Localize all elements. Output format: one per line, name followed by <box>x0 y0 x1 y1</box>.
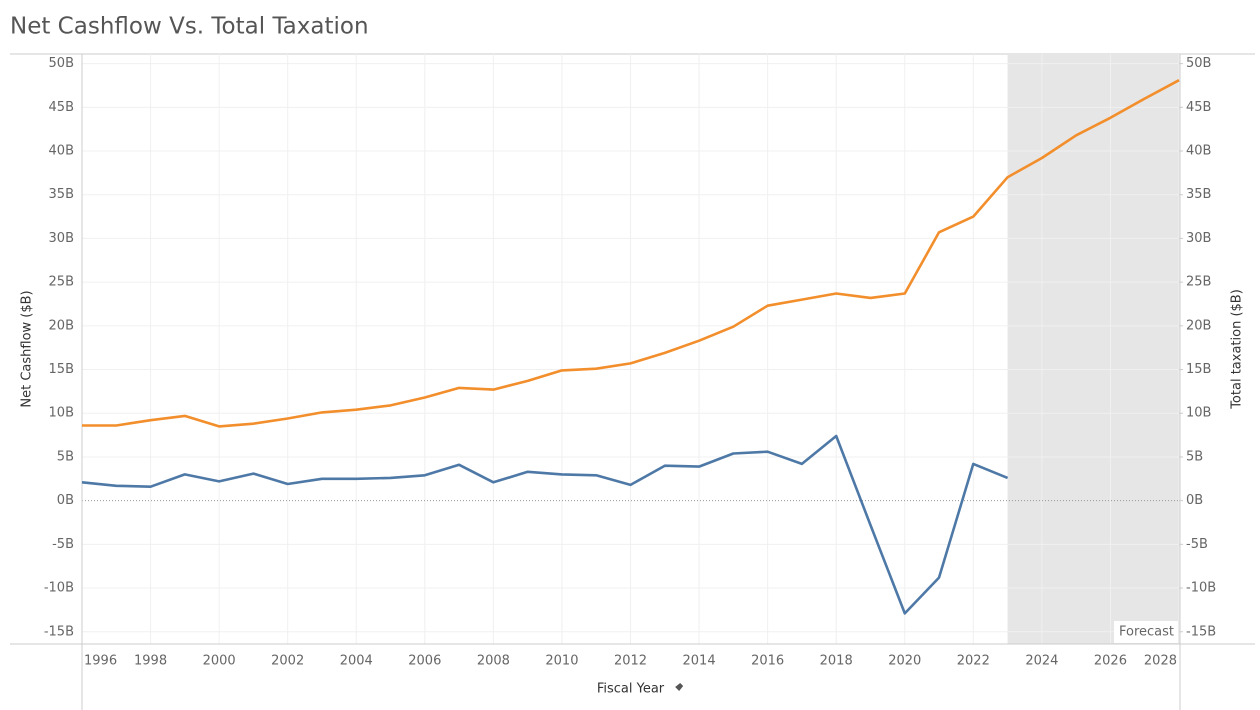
x-tick-label: 1996 <box>84 654 117 669</box>
x-tick-label: 2012 <box>614 654 647 669</box>
y-tick-label: 45B <box>49 100 74 115</box>
forecast-region <box>1007 54 1179 644</box>
chart-title: Net Cashflow Vs. Total Taxation <box>10 14 369 40</box>
y-tick-label: 35B <box>49 187 74 202</box>
y-tick-label: -5B <box>52 537 74 552</box>
x-tick-label: 2000 <box>203 654 236 669</box>
y2-tick-label: 15B <box>1186 362 1211 377</box>
y2-tick-label: 50B <box>1186 56 1211 71</box>
y2-tick-label: 35B <box>1186 187 1211 202</box>
x-tick-label: 2014 <box>683 654 716 669</box>
y2-tick-label: 25B <box>1186 275 1211 290</box>
y-tick-label: -10B <box>44 581 74 596</box>
y2-tick-label: 0B <box>1186 493 1203 508</box>
x-tick-label: 1998 <box>134 654 167 669</box>
y2-tick-label: 20B <box>1186 318 1211 333</box>
x-tick-label: 2004 <box>340 654 373 669</box>
forecast-label-box <box>1113 621 1178 643</box>
y-tick-label: 50B <box>49 56 74 71</box>
y2-tick-label: 10B <box>1186 406 1211 421</box>
y-tick-label: 15B <box>49 362 74 377</box>
y-tick-label: -15B <box>44 624 74 639</box>
x-tick-label: 2018 <box>820 654 853 669</box>
x-tick-label: 2024 <box>1025 654 1058 669</box>
y-tick-label: 10B <box>49 406 74 421</box>
y-tick-label: 5B <box>57 449 74 464</box>
y2-tick-label: 30B <box>1186 231 1211 246</box>
y2-tick-label: 45B <box>1186 100 1211 115</box>
y2-tick-label: 5B <box>1186 449 1203 464</box>
y-axis-title: Net Cashflow ($B) <box>20 290 35 407</box>
y2-tick-label: -15B <box>1186 624 1216 639</box>
y2-axis-title: Total taxation ($B) <box>1230 289 1245 410</box>
forecast-label: Forecast <box>1119 625 1174 640</box>
y2-tick-label: 40B <box>1186 144 1211 159</box>
y-tick-label: 25B <box>49 275 74 290</box>
y-tick-label: 30B <box>49 231 74 246</box>
x-axis-title: Fiscal Year <box>597 682 665 697</box>
series-line <box>82 79 1180 428</box>
x-tick-label: 2002 <box>271 654 304 669</box>
y2-tick-label: -5B <box>1186 537 1208 552</box>
x-tick-label: 2008 <box>477 654 510 669</box>
y-tick-label: 0B <box>57 493 74 508</box>
y-tick-label: 20B <box>49 318 74 333</box>
x-tick-label: 2022 <box>957 654 990 669</box>
x-tick-label: 2010 <box>545 654 578 669</box>
x-tick-label: 2028 <box>1144 654 1177 669</box>
x-tick-label: 2026 <box>1094 654 1127 669</box>
x-tick-label: 2006 <box>408 654 441 669</box>
y2-tick-label: -10B <box>1186 581 1216 596</box>
y-tick-label: 40B <box>49 144 74 159</box>
x-tick-label: 2020 <box>888 654 921 669</box>
pin-icon <box>673 683 684 693</box>
x-tick-label: 2016 <box>751 654 784 669</box>
series-line <box>81 434 1009 615</box>
